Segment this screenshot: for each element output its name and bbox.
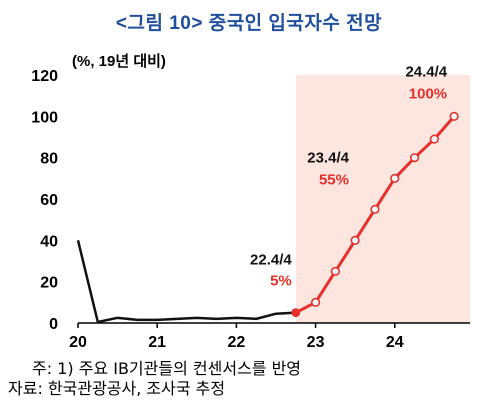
forecast-point	[370, 204, 380, 214]
x-tick-label: 24	[386, 334, 404, 351]
actual-series-line	[76, 240, 296, 324]
footnote-consensus: 주: 1) 주요 IB기관들의 컨센서스를 반영	[32, 359, 302, 378]
chart-title: <그림 10> 중국인 입국자수 전망	[115, 13, 383, 34]
forecast-point	[350, 235, 360, 245]
annotation-period: 24.4/4	[405, 63, 447, 80]
x-tick-label: 23	[307, 334, 325, 351]
y-tick-label: 20	[40, 275, 58, 292]
y-tick-label: 120	[31, 68, 58, 85]
forecast-point	[409, 153, 420, 163]
forecast-point	[390, 173, 400, 183]
x-tick-label: 21	[148, 334, 166, 351]
annotation-period: 23.4/4	[307, 149, 349, 166]
forecast-point	[449, 111, 459, 121]
y-tick-label: 0	[49, 316, 58, 333]
unit-label: (%, 19년 대비)	[72, 53, 166, 70]
y-tick-label: 40	[40, 233, 58, 250]
x-tick-label: 20	[69, 334, 87, 351]
forecast-point	[429, 134, 439, 144]
annotation-value: 100%	[409, 85, 447, 102]
forecast-start-point	[291, 308, 301, 318]
footnote-source: 자료: 한국관광공사, 조사국 추정	[8, 379, 226, 398]
forecast-point	[310, 297, 321, 307]
x-tick-label: 22	[227, 334, 245, 351]
y-tick-label: 100	[31, 109, 58, 126]
annotation-period: 22.4/4	[250, 252, 292, 269]
y-tick-label: 60	[40, 192, 58, 209]
line-chart: (%, 19년 대비) 0 20 40 60 80 100 120 20 21 22 23 24 22.…	[31, 53, 470, 351]
annotation-value: 55%	[319, 171, 349, 188]
annotation-value: 5%	[270, 273, 292, 290]
forecast-point	[330, 266, 340, 276]
y-tick-label: 80	[40, 151, 58, 168]
